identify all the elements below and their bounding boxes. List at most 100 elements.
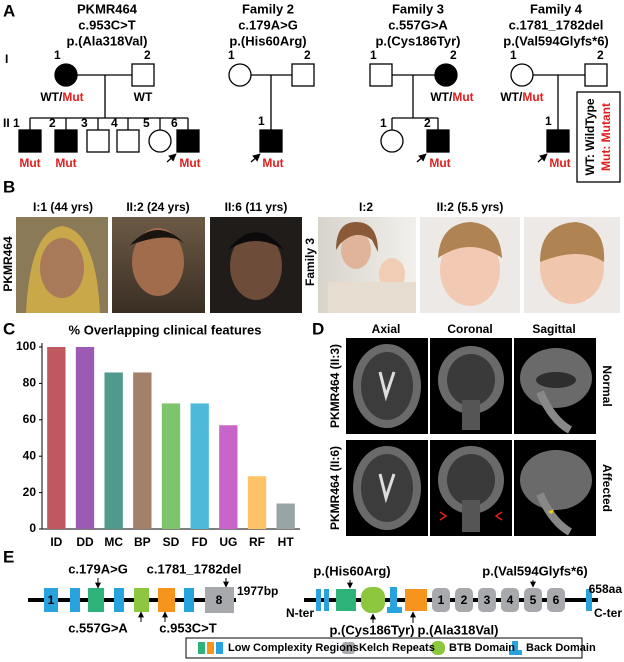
- panel-label: D: [312, 319, 324, 338]
- pedigree-title: Family 2: [242, 1, 294, 16]
- x-tick-label: FD: [192, 535, 208, 549]
- pedigree-pkmr464-shape: [54, 129, 78, 153]
- bar: [133, 372, 152, 529]
- gene-diagram-shape: [70, 588, 80, 612]
- individual-id: 1: [228, 48, 235, 62]
- gene-diagram-shape: [88, 588, 104, 612]
- kelch-label: 6: [553, 593, 560, 607]
- individual-id: 1: [54, 48, 61, 62]
- patient-photos: [16, 217, 620, 313]
- protein-diagram-shape: [361, 587, 385, 613]
- x-tick-label: UG: [219, 535, 237, 549]
- pedigree-family-2: [228, 63, 315, 163]
- pedigree-family-4-shape: [510, 63, 534, 87]
- legend-entry: Kelch Repeats: [359, 642, 435, 654]
- status-label: Affected: [600, 464, 614, 512]
- pedigree-family-3-text: 1 2 1 2 WT/Mut Mut: [370, 48, 474, 170]
- protein-diagram-shape: [387, 587, 402, 613]
- patient-photos-shape: [132, 228, 184, 296]
- individual-id: 1: [545, 114, 552, 128]
- genotype: WT: [134, 90, 153, 104]
- gene-diagram-shape: [114, 588, 124, 612]
- pedigree-pkmr464-shape: [54, 63, 78, 87]
- individual-id: 2: [597, 48, 604, 62]
- mri-images-shape: [447, 354, 495, 406]
- y-tick-label: 80: [23, 376, 37, 390]
- individual-id: 1: [13, 116, 20, 130]
- bar: [190, 403, 209, 529]
- variant-label: p.(Ala318Val): [418, 622, 499, 637]
- mri-images-shape: [378, 371, 396, 402]
- variant-label: c.1781_1782del: [147, 561, 242, 576]
- y-tick-label: 20: [23, 485, 37, 499]
- variant-label: c.557G>A: [68, 620, 128, 635]
- individual-id: 4: [111, 116, 118, 130]
- pedigree-family-2-shape: [259, 129, 283, 153]
- pedigree-pkmr464-text: 1 2 1 2 3 4 5 6 WT/Mut WT Mut Mut Mut: [13, 48, 201, 170]
- variant-label: p.(His60Arg): [313, 563, 390, 578]
- genotype-mut: Mut: [452, 90, 473, 104]
- mri-images-shape: [378, 473, 396, 504]
- pedigree-pkmr464-shape: [148, 129, 172, 153]
- pedigree-variant: c.1781_1782del: [509, 17, 604, 32]
- domain-legend-shape: [207, 642, 214, 654]
- x-tick-label: ID: [50, 535, 62, 549]
- variant-label: p.(Cys186Tyr): [329, 622, 414, 637]
- mri-images-shape: [462, 500, 480, 532]
- gene-diagram-shape: [158, 588, 175, 612]
- pedigree-legend-shape: [576, 91, 621, 183]
- bar: [75, 347, 95, 529]
- mri-images-shape: [536, 390, 573, 434]
- row-label: PKMR464 (II:3): [328, 344, 342, 428]
- individual-id: 2: [304, 48, 311, 62]
- domain-legend-shape: [185, 637, 583, 659]
- terminus-label: N-ter: [286, 606, 314, 620]
- legend-entry: Back Domain: [526, 642, 596, 654]
- individual-id: 5: [143, 116, 150, 130]
- protein-length: 658aa: [589, 582, 623, 596]
- domain-legend: [185, 637, 583, 659]
- patient-photos-shape: [130, 230, 186, 245]
- individual-id: 1: [380, 116, 387, 130]
- gene-diagram-shape: [205, 587, 234, 613]
- genotype: Mut: [549, 156, 570, 170]
- protein-diagram-shape: [405, 589, 427, 611]
- pedigree-protein: p.(His60Arg): [229, 33, 306, 48]
- pedigree-protein: p.(Val594Glyfs*6): [503, 33, 609, 48]
- legend-entry: Low Complexity Regions: [228, 642, 359, 654]
- pedigree-pkmr464-shape: [18, 129, 42, 153]
- protein-diagram: [304, 580, 598, 623]
- protein-diagram-shape: [501, 588, 519, 612]
- protein-diagram-shape: [316, 589, 321, 611]
- individual-id: 2: [49, 116, 56, 130]
- kelch-label: 5: [530, 593, 537, 607]
- mri-images-shape: [439, 511, 503, 521]
- variant-label: c.179A>G: [68, 561, 128, 576]
- pedigree-family-4: [510, 63, 608, 163]
- family-label: PKMR464: [1, 236, 15, 292]
- protein-diagram-shape: [432, 588, 450, 612]
- x-tick-label: RF: [249, 535, 265, 549]
- pedigree-family-2-shape: [291, 63, 315, 87]
- photo-caption: II:2 (5.5 yrs): [437, 200, 504, 214]
- pedigree-family-3: [369, 63, 458, 163]
- pedigree-pkmr464-shape: [166, 153, 177, 163]
- pedigree-family-3-shape: [434, 63, 458, 87]
- protein-diagram-shape: [336, 589, 356, 611]
- genotype-mut: Mut: [62, 90, 83, 104]
- genotype-wt: WT/: [40, 90, 63, 104]
- protein-diagram-shape: [547, 588, 565, 612]
- terminus-label: C-ter: [594, 606, 622, 620]
- patient-photos-shape: [328, 282, 416, 313]
- panel-label: E: [3, 547, 14, 566]
- pedigree-pkmr464-shape: [131, 63, 155, 87]
- genotype: Mut: [179, 156, 200, 170]
- individual-id: 2: [450, 48, 457, 62]
- genotype-wt: WT/: [500, 90, 523, 104]
- legend-entry: BTB Domain: [449, 642, 515, 654]
- genotype: WT/Mut: [430, 90, 473, 104]
- pedigree-family-4-shape: [584, 63, 608, 87]
- patient-photos-shape: [40, 238, 84, 298]
